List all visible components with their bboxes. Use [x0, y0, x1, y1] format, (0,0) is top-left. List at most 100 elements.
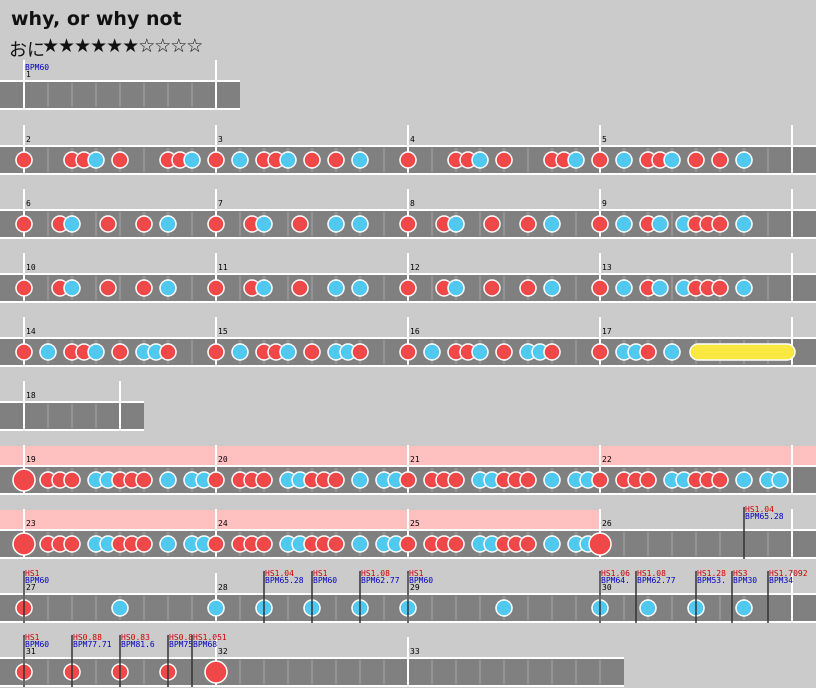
note [159, 343, 177, 361]
note [639, 343, 657, 361]
note [495, 151, 513, 169]
hs-label: HS3 [733, 569, 748, 578]
note [87, 343, 105, 361]
note [63, 279, 81, 297]
note [207, 151, 225, 169]
note [735, 471, 753, 489]
note [303, 151, 321, 169]
note [735, 599, 753, 617]
bpm-label: BPM60 [25, 63, 49, 72]
note [255, 471, 273, 489]
note [99, 279, 117, 297]
note [135, 471, 153, 489]
note [519, 471, 537, 489]
note [711, 151, 729, 169]
note [471, 343, 489, 361]
note [351, 151, 369, 169]
note [495, 599, 513, 617]
note [327, 471, 345, 489]
note [207, 343, 225, 361]
lane-edge [0, 429, 144, 431]
hs-label: HS1 [25, 633, 40, 642]
note [159, 535, 177, 553]
hs-label: HS0.83 [121, 633, 150, 642]
hs-label: HS1.08 [361, 569, 390, 578]
bpm-label: BPM64. [601, 576, 630, 585]
note [87, 151, 105, 169]
note [135, 215, 153, 233]
measure-number: 4 [410, 135, 415, 144]
note [351, 215, 369, 233]
hs-label: HS1 [409, 569, 424, 578]
hs-label: HS1.051 [193, 633, 227, 642]
measure-number: 31 [26, 647, 36, 656]
bpm-label: BPM75 [169, 640, 193, 649]
note [735, 151, 753, 169]
note [543, 279, 561, 297]
note [519, 535, 537, 553]
note [495, 343, 513, 361]
difficulty: おに [9, 40, 45, 61]
hs-label: HS1 [313, 569, 328, 578]
note [15, 279, 33, 297]
measure-number: 29 [410, 583, 420, 592]
note [231, 151, 249, 169]
note [183, 151, 201, 169]
hs-label: HS1.08 [637, 569, 666, 578]
stars: ★★★★★★☆☆☆☆ [42, 35, 203, 57]
note [327, 215, 345, 233]
note [207, 215, 225, 233]
note [399, 343, 417, 361]
measure-number: 3 [218, 135, 223, 144]
note [615, 279, 633, 297]
measure-number: 23 [26, 519, 36, 528]
measure-number: 26 [602, 519, 612, 528]
note [543, 471, 561, 489]
note [351, 343, 369, 361]
note [63, 535, 81, 553]
note [591, 343, 609, 361]
bpm-label: BPM81.6 [121, 640, 155, 649]
note [99, 215, 117, 233]
note [12, 532, 36, 556]
measure-number: 28 [218, 583, 228, 592]
note [687, 151, 705, 169]
note [399, 535, 417, 553]
hs-label: HS1.7092 [769, 569, 808, 578]
hs-label: HS1.28 [697, 569, 726, 578]
note [135, 535, 153, 553]
note [327, 279, 345, 297]
note [207, 599, 225, 617]
note [291, 215, 309, 233]
note [735, 279, 753, 297]
hs-label: HS0.8 [169, 633, 193, 642]
note [15, 343, 33, 361]
note [447, 471, 465, 489]
note [135, 279, 153, 297]
note [567, 151, 585, 169]
note [663, 343, 681, 361]
note [159, 471, 177, 489]
note [771, 471, 789, 489]
note [639, 471, 657, 489]
measure-number: 1 [26, 70, 31, 79]
note [399, 151, 417, 169]
lane-edge [0, 108, 240, 110]
note [663, 151, 681, 169]
note [12, 468, 36, 492]
lane-edge [0, 657, 624, 659]
lane-edge [0, 685, 624, 687]
note [63, 215, 81, 233]
measure-number: 12 [410, 263, 420, 272]
note [399, 215, 417, 233]
hs-label: HS1 [25, 569, 40, 578]
measure-number: 21 [410, 455, 420, 464]
measure-number: 10 [26, 263, 36, 272]
measure-number: 33 [410, 647, 420, 656]
measure-number: 24 [218, 519, 228, 528]
note [483, 279, 501, 297]
note [39, 343, 57, 361]
bpm-label: BPM34 [769, 576, 793, 585]
note [111, 151, 129, 169]
note [591, 471, 609, 489]
